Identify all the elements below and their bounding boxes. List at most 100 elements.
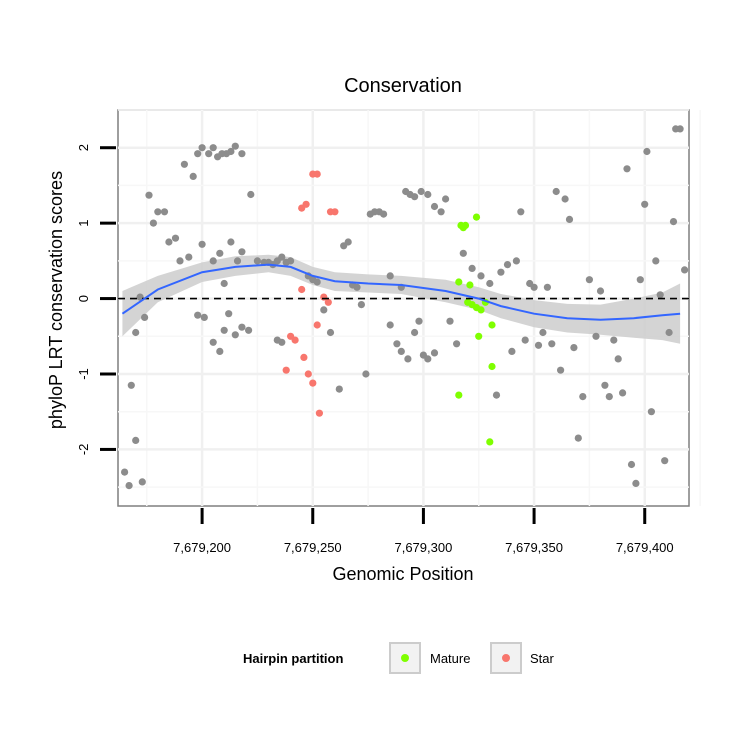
data-point-other xyxy=(601,381,609,389)
data-point-other xyxy=(534,341,543,349)
x-tick-label: 7,679,300 xyxy=(394,540,452,555)
data-point-other xyxy=(636,276,644,284)
data-point-star xyxy=(315,409,323,417)
data-point-mature xyxy=(455,278,463,286)
data-point-other xyxy=(446,317,454,325)
x-tick-label: 7,679,250 xyxy=(284,540,342,555)
data-point-other xyxy=(149,219,157,227)
data-point-other xyxy=(442,195,450,203)
data-point-other xyxy=(189,172,197,180)
data-point-other xyxy=(539,328,547,337)
plot-area xyxy=(117,109,701,507)
data-point-other xyxy=(411,328,419,337)
data-point-other xyxy=(326,328,335,337)
data-point-other xyxy=(459,249,467,257)
data-point-other xyxy=(220,279,228,288)
data-point-star xyxy=(298,285,306,294)
legend-dot-mature xyxy=(401,654,409,662)
data-point-other xyxy=(623,165,631,173)
data-point-other xyxy=(362,370,370,378)
data-point-other xyxy=(227,238,235,246)
data-point-other xyxy=(468,264,476,272)
data-point-other xyxy=(313,278,321,286)
data-point-star xyxy=(324,298,332,306)
data-point-other xyxy=(393,340,401,348)
data-point-other xyxy=(543,283,552,291)
data-point-other xyxy=(160,208,169,216)
data-point-other xyxy=(216,249,224,257)
data-point-mature xyxy=(488,321,496,329)
x-axis-title: Genomic Position xyxy=(332,564,473,584)
chart-title: Conservation xyxy=(344,75,462,97)
data-point-other xyxy=(198,240,206,248)
data-point-other xyxy=(610,336,618,344)
data-point-other xyxy=(145,191,153,199)
data-point-other xyxy=(287,257,295,265)
data-point-other xyxy=(320,306,328,314)
confidence-band xyxy=(122,254,681,344)
data-point-other xyxy=(233,257,242,265)
legend-dot-star xyxy=(502,654,510,662)
legend-title: Hairpin partition xyxy=(243,651,343,666)
data-point-other xyxy=(278,253,286,261)
data-point-other xyxy=(386,272,394,280)
data-point-other xyxy=(386,321,394,329)
data-point-other xyxy=(132,328,140,337)
data-point-other xyxy=(503,261,512,269)
data-point-other xyxy=(165,238,173,246)
x-tick-label: 7,679,400 xyxy=(616,540,674,555)
data-point-star xyxy=(302,200,310,208)
data-point-other xyxy=(579,393,587,401)
y-tick-label: -1 xyxy=(76,368,91,380)
data-point-other xyxy=(521,336,529,344)
legend-label-star: Star xyxy=(530,651,555,666)
data-point-other xyxy=(231,331,239,339)
data-point-other xyxy=(176,257,184,265)
data-point-other xyxy=(430,202,439,211)
data-point-other xyxy=(404,355,412,363)
data-point-other xyxy=(548,340,556,348)
data-point-other xyxy=(198,144,206,152)
data-point-other xyxy=(424,190,432,199)
data-point-other xyxy=(570,344,578,352)
data-point-other xyxy=(453,340,461,348)
data-point-mature xyxy=(455,391,463,399)
data-point-other xyxy=(585,276,594,284)
data-point-other xyxy=(209,338,217,346)
data-point-other xyxy=(596,287,605,295)
data-point-other xyxy=(652,257,660,265)
data-point-mature xyxy=(486,438,494,446)
data-point-other xyxy=(417,187,425,196)
legend: Hairpin partition Mature Star xyxy=(243,642,555,674)
data-point-other xyxy=(437,208,445,216)
data-point-other xyxy=(632,479,640,487)
y-tick-label: 1 xyxy=(76,219,91,226)
data-point-star xyxy=(313,170,321,178)
smooth-line xyxy=(121,263,681,321)
data-point-other xyxy=(643,147,651,156)
data-point-other xyxy=(574,434,582,442)
data-point-other xyxy=(136,293,144,301)
smooth-fit-line xyxy=(121,263,681,321)
data-point-other xyxy=(185,253,193,261)
data-point-other xyxy=(231,142,239,150)
data-point-other xyxy=(216,347,224,355)
data-point-other xyxy=(619,389,627,397)
data-point-other xyxy=(517,208,525,216)
data-point-star xyxy=(291,336,299,344)
data-point-other xyxy=(676,125,684,133)
data-point-other xyxy=(238,150,246,158)
data-point-other xyxy=(180,160,188,168)
data-point-mature xyxy=(488,362,496,371)
data-point-other xyxy=(253,257,261,265)
data-point-other xyxy=(397,347,405,355)
y-axis-title: phyloP LRT conservation scores xyxy=(46,171,66,429)
data-point-other xyxy=(424,355,432,363)
data-point-other xyxy=(238,323,246,331)
data-point-other xyxy=(200,313,208,321)
data-point-other xyxy=(141,313,149,321)
data-point-other xyxy=(209,144,217,152)
x-tick-label: 7,679,200 xyxy=(173,540,231,555)
data-point-other xyxy=(194,311,202,319)
